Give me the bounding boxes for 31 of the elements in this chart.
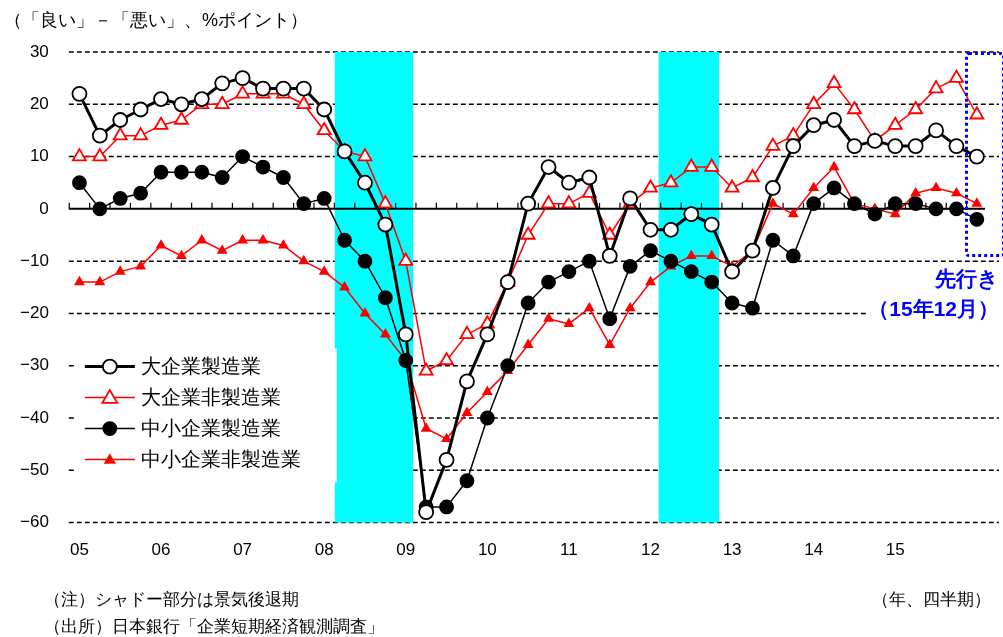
x-tick-label: 12 [641,540,660,560]
x-tick-label: 05 [69,540,89,560]
legend-label: 大企業製造業 [140,355,261,378]
text: （出所）日本銀行「企業短期経済観測調査」 [44,616,384,637]
annotation: （15年12月） [868,294,999,323]
x-axis-title: （年、四半期） [872,589,991,611]
y-tick-label: 0 [39,198,49,218]
y-tick-label: −30 [19,355,49,375]
y-axis-title: （「良い」－「悪い」、%ポイント） [4,9,309,32]
x-tick-label: 13 [722,540,742,560]
text: （注）シャドー部分は景気後退期 [44,589,299,611]
x-tick-label: 11 [560,540,578,560]
x-tick-label: 06 [151,540,171,560]
annotation: 先行き [935,264,999,293]
x-tick-label: 10 [477,540,497,560]
y-tick-label: 10 [29,146,49,166]
y-tick-label: −50 [19,460,49,479]
x-tick-label: 07 [233,540,253,560]
x-tick-label: 14 [804,540,824,560]
y-tick-label: −20 [19,303,49,323]
y-tick-label: −40 [19,407,49,427]
legend-label: 大企業非製造業 [140,386,281,409]
x-tick-label: 09 [396,540,416,560]
y-tick-label: −60 [19,512,49,532]
y-tick-label: 20 [29,93,49,113]
x-tick-label: 08 [314,540,334,560]
y-tick-label: 30 [29,41,49,61]
y-tick-label: −10 [19,250,49,270]
legend-label: 中小企業非製造業 [140,448,301,471]
legend-label: 中小企業製造業 [140,417,281,440]
x-tick-label: 15 [885,540,905,560]
